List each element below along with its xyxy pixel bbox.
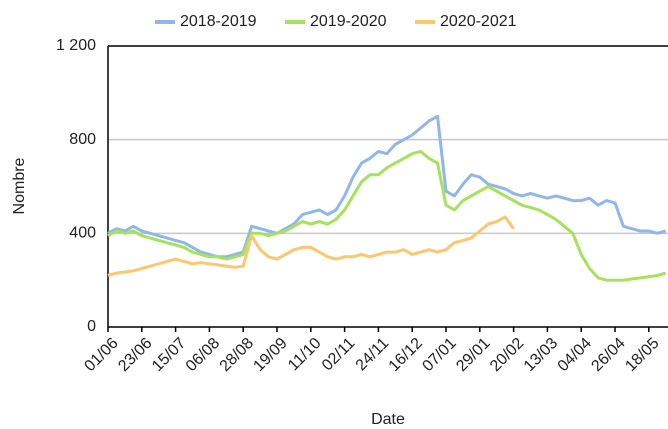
- x-tick-label: 24/11: [353, 335, 393, 375]
- x-tick-label: 13/03: [521, 335, 561, 375]
- x-tick-label: 07/01: [419, 335, 459, 375]
- y-tick-label: 800: [69, 131, 96, 148]
- x-tick-label: 20/02: [487, 335, 527, 375]
- x-tick-label: 18/05: [622, 335, 662, 375]
- y-tick-label: 1 200: [56, 37, 96, 54]
- x-tick-label: 01/06: [81, 335, 121, 375]
- x-tick-label: 06/08: [183, 335, 223, 375]
- series-line: [107, 215, 515, 277]
- x-tick-label: 15/07: [149, 335, 189, 375]
- x-tick-label: 11/10: [285, 335, 325, 375]
- x-tick-label: 23/06: [115, 335, 155, 375]
- legend-label: 2020-2021: [440, 13, 517, 30]
- x-axis-title: Date: [371, 411, 405, 428]
- x-tick-label: 28/08: [217, 335, 257, 375]
- legend-label: 2019-2020: [310, 13, 387, 30]
- x-tick-label: 29/01: [453, 335, 493, 375]
- x-tick-label: 19/09: [250, 335, 290, 375]
- y-axis-title: Nombre: [11, 157, 28, 214]
- x-tick-label: 16/12: [386, 335, 426, 375]
- x-tick-label: 04/04: [555, 335, 595, 375]
- x-tick-label: 02/11: [319, 335, 359, 375]
- series-line: [107, 149, 667, 282]
- series-line: [107, 114, 667, 259]
- legend-label: 2018-2019: [180, 13, 257, 30]
- x-tick-label: 26/04: [588, 335, 628, 375]
- y-tick-label: 400: [69, 225, 96, 242]
- y-tick-label: 0: [87, 318, 96, 335]
